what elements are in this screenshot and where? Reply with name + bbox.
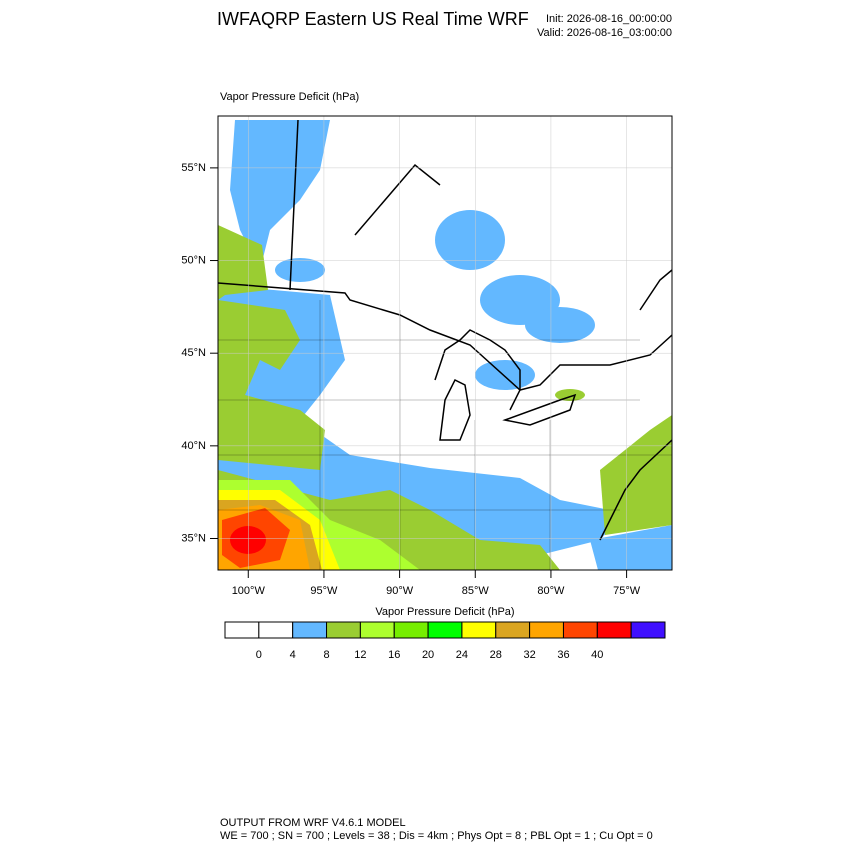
lon-label: 95°W — [310, 585, 338, 597]
colorbar-box — [224, 621, 260, 639]
colorbar-label: 0 — [256, 649, 262, 661]
map-frame — [217, 115, 673, 571]
colorbar-label: 12 — [354, 649, 366, 661]
lat-label: 40°N — [181, 440, 206, 452]
lat-label: 50°N — [181, 254, 206, 266]
colorbar-box — [292, 621, 328, 639]
footer-line1: OUTPUT FROM WRF V4.6.1 MODEL — [220, 817, 406, 829]
lon-label: 75°W — [613, 585, 641, 597]
colorbar-label: 4 — [290, 649, 296, 661]
graticule — [218, 116, 672, 570]
colorbar-box — [529, 621, 564, 639]
colorbar-box — [427, 621, 463, 639]
colorbar-label: 32 — [523, 649, 535, 661]
colorbar-label: 20 — [422, 649, 434, 661]
colorbar-box — [461, 621, 497, 639]
footer-line2: WE = 700 ; SN = 700 ; Levels = 38 ; Dis … — [220, 830, 653, 842]
colorbar-box — [258, 621, 294, 639]
colorbar-box — [562, 621, 598, 639]
lon-label: 85°W — [462, 585, 490, 597]
title: IWFAQRP Eastern US Real Time WRF — [217, 9, 529, 29]
colorbar-label: 8 — [323, 649, 329, 661]
lon-label: 80°W — [537, 585, 565, 597]
colorbar-label: 16 — [388, 649, 400, 661]
colorbar-box — [630, 621, 666, 639]
colorbar-label: 28 — [490, 649, 502, 661]
field-blue — [218, 120, 672, 570]
colorbar-box — [596, 621, 632, 639]
colorbar-label: 36 — [557, 649, 569, 661]
lat-label: 55°N — [181, 162, 206, 174]
lat-label: 35°N — [181, 532, 206, 544]
lon-label: 90°W — [386, 585, 414, 597]
colorbar-box — [359, 621, 395, 639]
colorbar-title: Vapor Pressure Deficit (hPa) — [375, 606, 514, 618]
valid-time: Valid: 2026-08-16_03:00:00 — [537, 27, 672, 39]
colorbar-box — [393, 621, 429, 639]
colorbar-box — [495, 621, 531, 639]
lat-label: 45°N — [181, 347, 206, 359]
map-field — [218, 116, 672, 570]
state-lines — [218, 300, 672, 570]
lon-label: 100°W — [232, 585, 266, 597]
colorbar-label: 40 — [591, 649, 603, 661]
init-time: Init: 2026-08-16_00:00:00 — [546, 13, 672, 25]
colorbar-box — [326, 621, 361, 639]
borders — [218, 119, 672, 541]
map-title: Vapor Pressure Deficit (hPa) — [220, 91, 359, 103]
colorbar-label: 24 — [456, 649, 468, 661]
